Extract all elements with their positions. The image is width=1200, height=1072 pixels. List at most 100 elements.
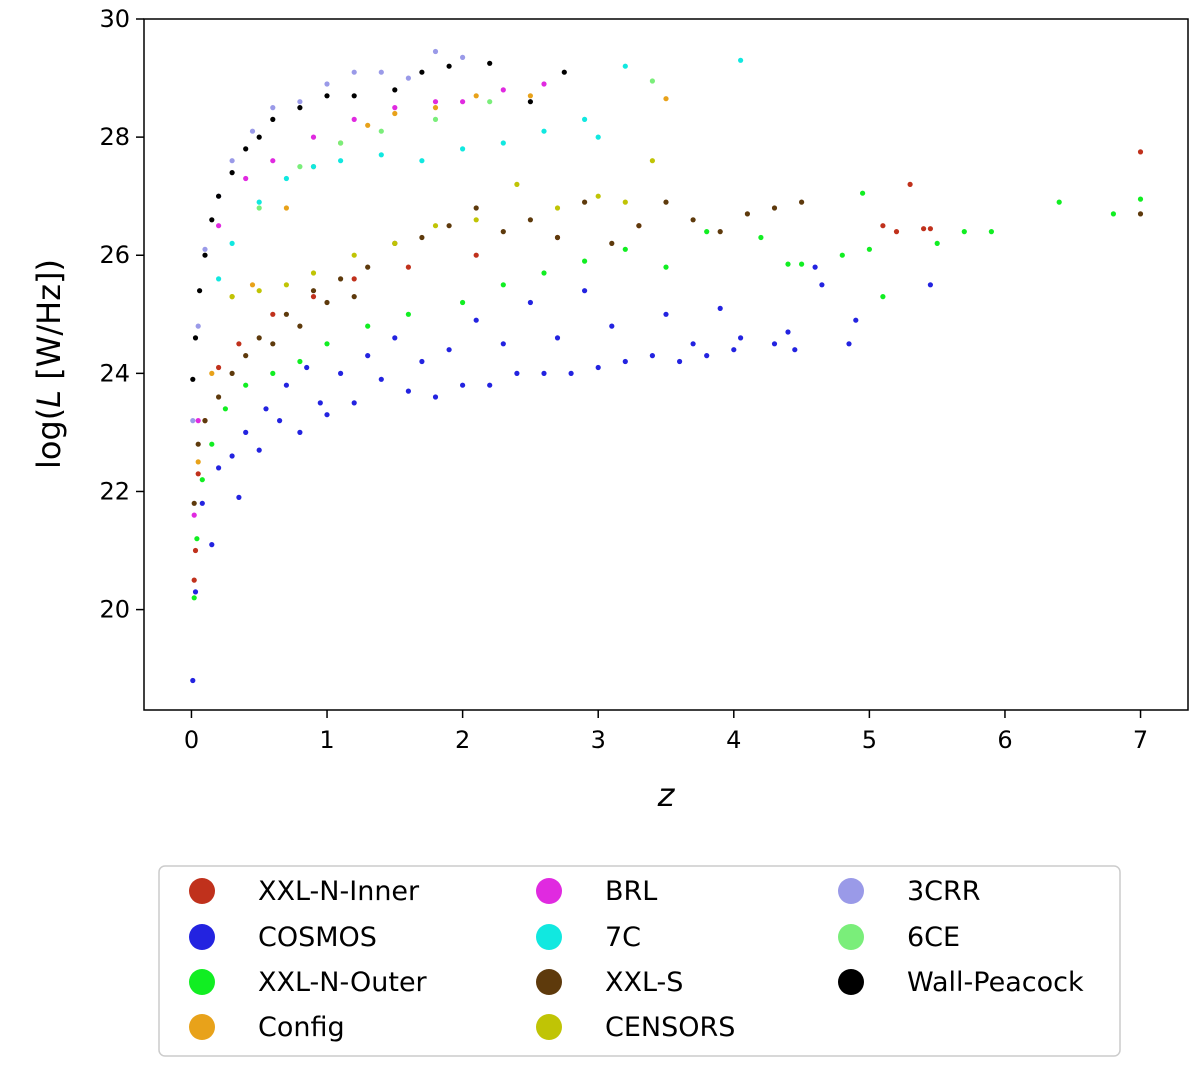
legend-label: BRL	[605, 876, 657, 907]
data-point	[310, 270, 317, 276]
data-point	[582, 288, 588, 294]
data-point	[636, 223, 642, 229]
data-point	[310, 134, 317, 140]
series-7c	[216, 57, 744, 282]
legend-label: Wall-Peacock	[907, 967, 1084, 998]
y-axis-label-var: L	[30, 390, 68, 408]
data-point	[236, 494, 242, 500]
data-point	[785, 329, 791, 335]
data-point	[582, 199, 588, 205]
x-tick-label: 5	[862, 726, 877, 754]
data-point	[460, 299, 466, 306]
data-point	[202, 246, 208, 252]
data-point	[500, 341, 506, 347]
data-point	[338, 140, 344, 146]
data-point	[927, 282, 934, 288]
data-point	[649, 78, 656, 84]
legend-label: XXL-N-Outer	[258, 967, 428, 998]
data-point	[378, 376, 384, 382]
data-point	[487, 382, 493, 388]
data-point	[663, 264, 669, 270]
data-point	[270, 311, 276, 317]
x-tick-label: 1	[319, 726, 334, 754]
data-point	[405, 264, 411, 270]
legend-marker	[838, 878, 864, 904]
data-point	[256, 205, 262, 211]
data-point	[324, 93, 330, 99]
legend-marker	[189, 924, 215, 950]
data-point	[554, 234, 561, 241]
data-point	[270, 105, 276, 111]
data-point	[256, 335, 262, 341]
legend-label: COSMOS	[258, 922, 377, 953]
legend-marker	[189, 969, 215, 995]
data-point	[432, 105, 439, 111]
data-point	[799, 261, 805, 267]
data-point	[194, 536, 200, 542]
data-point	[190, 677, 196, 684]
data-point	[243, 146, 249, 152]
legend-marker	[536, 878, 562, 904]
data-point	[446, 63, 452, 69]
data-point	[338, 276, 344, 282]
data-point	[229, 240, 235, 246]
data-point	[595, 193, 601, 199]
legend-marker	[189, 878, 215, 904]
data-point	[799, 199, 805, 205]
data-point	[209, 217, 215, 223]
data-point	[649, 158, 656, 164]
data-point	[297, 105, 303, 111]
data-point	[527, 299, 534, 306]
data-point	[663, 96, 669, 102]
data-point	[738, 57, 744, 63]
data-point	[405, 75, 411, 81]
data-point	[927, 226, 934, 232]
data-point	[792, 347, 798, 353]
data-point	[812, 264, 818, 270]
legend-marker	[536, 969, 562, 995]
y-axis-ticks: 20 22 24 26 28 30	[99, 5, 144, 624]
data-point	[351, 276, 357, 282]
data-point	[256, 288, 262, 294]
data-point	[738, 335, 744, 341]
data-point	[216, 394, 222, 400]
data-point	[460, 382, 466, 388]
data-point	[1056, 199, 1062, 205]
data-point	[195, 471, 201, 477]
data-point	[704, 353, 710, 359]
x-tick-label: 2	[455, 726, 470, 754]
legend-item: 7C	[536, 922, 641, 953]
x-tick-label: 6	[997, 726, 1012, 754]
data-point	[297, 429, 303, 435]
data-point	[487, 99, 493, 105]
data-point	[758, 234, 764, 241]
data-point	[229, 453, 235, 459]
data-point	[190, 376, 196, 382]
y-axis-label-suffix: [W/Hz])	[30, 259, 68, 390]
data-point	[500, 87, 506, 93]
data-point	[649, 353, 656, 359]
data-point	[473, 252, 479, 258]
y-axis-label: log(L [W/Hz])	[30, 259, 68, 469]
data-point	[460, 99, 466, 105]
legend-marker	[838, 969, 864, 995]
data-point	[256, 134, 262, 140]
data-point	[338, 370, 344, 376]
legend-label: XXL-N-Inner	[258, 876, 420, 907]
data-point	[405, 388, 411, 394]
data-point	[190, 418, 196, 424]
data-point	[310, 164, 317, 170]
legend-label: CENSORS	[605, 1012, 735, 1043]
data-point	[554, 335, 561, 341]
data-point	[229, 170, 235, 176]
data-point	[195, 418, 201, 424]
legend-marker	[536, 924, 562, 950]
data-point	[192, 589, 199, 595]
data-point	[527, 93, 534, 99]
data-point	[819, 282, 825, 288]
data-point	[209, 441, 215, 447]
data-point	[622, 358, 628, 365]
series-xxl-n-outer	[191, 190, 1144, 601]
legend-label: XXL-S	[605, 967, 683, 998]
